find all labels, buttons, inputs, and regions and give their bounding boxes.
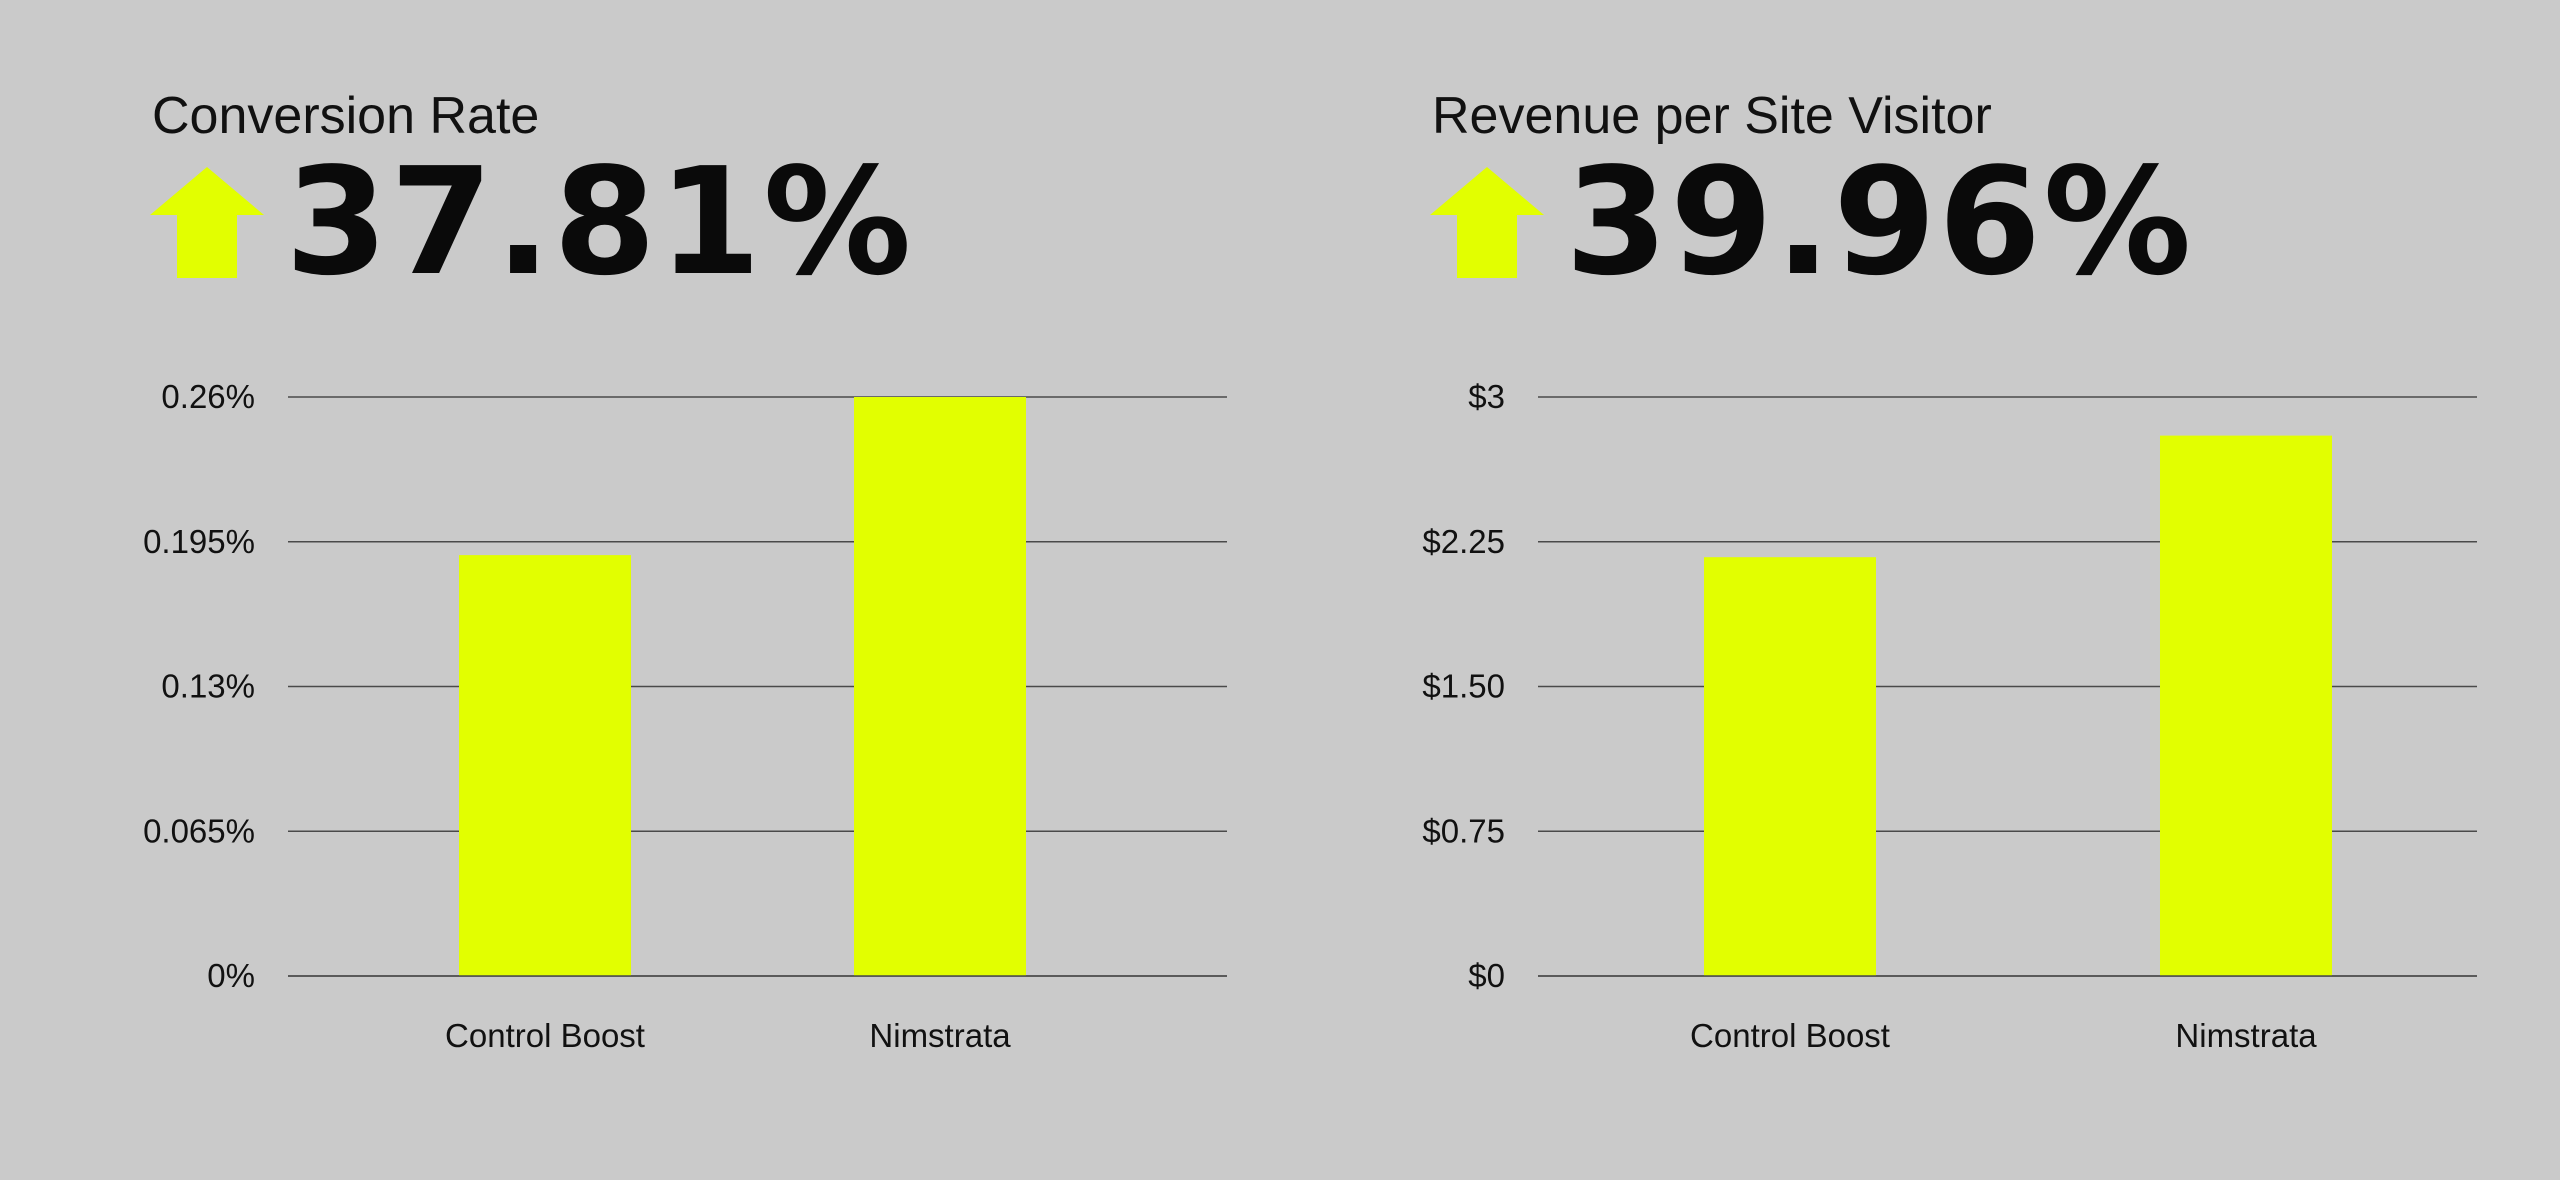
kpi-title: Revenue per Site Visitor: [1432, 87, 1992, 145]
kpi-value: 37.81%: [285, 136, 914, 308]
up-arrow-icon: [1430, 167, 1544, 278]
bar-nimstrata: [2160, 435, 2332, 977]
kpi-value: 39.96%: [1565, 136, 2194, 308]
x-category-label: Nimstrata: [2175, 1017, 2317, 1054]
conversion-rate-panel: Conversion Rate 37.81% 0% 0.065% 0.13% 0.19…: [143, 87, 1227, 1054]
x-category-label: Control Boost: [1690, 1017, 1890, 1054]
y-tick-label: 0.26%: [161, 378, 255, 415]
y-tick-label: $3: [1468, 378, 1505, 415]
bar-control-boost: [459, 555, 631, 976]
bar-control-boost: [1704, 557, 1876, 976]
y-tick-label: $2.25: [1422, 523, 1505, 560]
bar-nimstrata: [854, 397, 1026, 976]
y-tick-label: $0.75: [1422, 812, 1505, 849]
y-tick-label: 0.13%: [161, 668, 255, 705]
y-tick-label: 0.065%: [143, 812, 255, 849]
y-tick-label: 0.195%: [143, 523, 255, 560]
y-tick-label: $0: [1468, 957, 1505, 994]
x-category-label: Control Boost: [445, 1017, 645, 1054]
revenue-per-visitor-chart: $0 $0.75 $1.50 $2.25 $3 Control Boost Nimstrat…: [1422, 378, 2477, 1054]
revenue-per-visitor-panel: Revenue per Site Visitor 39.96% $0 $0.75 $…: [1280, 0, 2560, 1180]
up-arrow-icon: [150, 167, 264, 278]
x-category-label: Nimstrata: [869, 1017, 1011, 1054]
conversion-rate-chart: 0% 0.065% 0.13% 0.195% 0.26% Control Boost Nim…: [143, 378, 1227, 1054]
y-tick-label: $1.50: [1422, 668, 1505, 705]
kpi-title: Conversion Rate: [152, 87, 540, 145]
y-tick-label: 0%: [207, 957, 255, 994]
